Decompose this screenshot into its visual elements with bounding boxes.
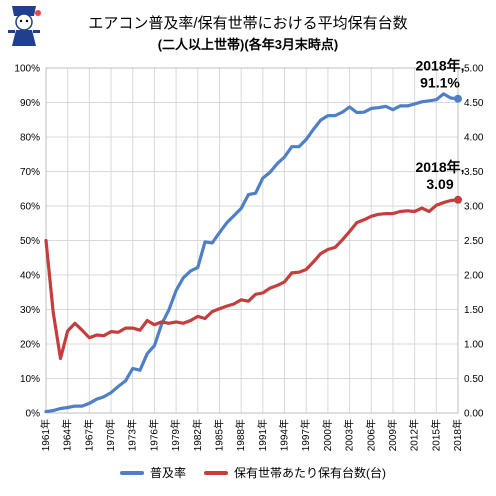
x-tick-label: 1976年 bbox=[147, 419, 160, 451]
y-left-tick-label: 20% bbox=[20, 340, 40, 351]
annotation-line2: 3.09 bbox=[426, 176, 453, 192]
y-right-tick-label: 2.50 bbox=[464, 236, 484, 247]
x-tick-label: 1988年 bbox=[234, 419, 247, 451]
x-tick-label: 1979年 bbox=[169, 419, 182, 451]
series-endpoint-penetration bbox=[454, 94, 462, 103]
y-right-tick-label: 1.50 bbox=[464, 305, 484, 316]
x-tick-label: 2003年 bbox=[343, 419, 356, 451]
y-left-tick-label: 90% bbox=[20, 98, 40, 109]
x-tick-label: 1994年 bbox=[278, 419, 291, 451]
y-left-tick-label: 40% bbox=[20, 271, 40, 282]
y-left-tick-label: 100% bbox=[14, 64, 40, 75]
chart-title: エアコン普及率/保有世帯における平均保有台数 bbox=[88, 15, 408, 32]
x-tick-label: 2006年 bbox=[364, 419, 377, 451]
legend-label-penetration: 普及率 bbox=[150, 466, 187, 480]
legend-swatch-penetration bbox=[120, 470, 144, 475]
y-left-tick-label: 30% bbox=[20, 305, 40, 316]
series-endpoint-units bbox=[454, 195, 462, 204]
annotation-line2: 91.1% bbox=[420, 75, 460, 91]
legend-swatch-units bbox=[204, 470, 228, 475]
x-tick-label: 2000年 bbox=[321, 419, 334, 451]
x-tick-label: 2018年 bbox=[451, 419, 464, 451]
x-tick-label: 1982年 bbox=[191, 419, 204, 451]
y-right-tick-label: 2.00 bbox=[464, 271, 484, 282]
y-left-tick-label: 60% bbox=[20, 202, 40, 213]
y-right-tick-label: 5.00 bbox=[464, 64, 484, 75]
x-tick-label: 1961年 bbox=[39, 419, 52, 451]
annotation-line1: 2018年, bbox=[415, 58, 464, 74]
series-line-penetration bbox=[44, 92, 460, 414]
x-tick-label: 2012年 bbox=[408, 419, 421, 451]
annotation-line1: 2018年, bbox=[415, 159, 464, 175]
x-tick-label: 1997年 bbox=[299, 419, 312, 451]
plot-area: 0% 10% 20% 30% 40% 50% 60% 70% 80% 90% 100% 0.00 0.5… bbox=[14, 58, 484, 452]
y-right-tick-label: 0.00 bbox=[464, 409, 484, 420]
y-right-tick-label: 4.50 bbox=[464, 98, 484, 109]
y-left-tick-label: 80% bbox=[20, 133, 40, 144]
y-left-tick-label: 10% bbox=[20, 374, 40, 385]
legend-item-units: 保有世帯あたり保有台数(台) bbox=[204, 464, 386, 481]
legend-label-units: 保有世帯あたり保有台数(台) bbox=[234, 466, 386, 480]
y-right-tick-label: 4.00 bbox=[464, 133, 484, 144]
y-left-tick-label: 0% bbox=[26, 409, 41, 420]
x-tick-label: 1991年 bbox=[256, 419, 269, 451]
x-tick-label: 2015年 bbox=[429, 419, 442, 451]
mascot-logo bbox=[8, 6, 41, 46]
x-tick-label: 1964年 bbox=[61, 419, 74, 451]
x-tick-label: 1985年 bbox=[212, 419, 225, 451]
series-line-units bbox=[44, 198, 460, 361]
legend-item-penetration: 普及率 bbox=[120, 464, 186, 481]
y-right-tick-label: 3.50 bbox=[464, 167, 484, 178]
x-tick-label: 2009年 bbox=[386, 419, 399, 451]
y-right-tick-label: 1.00 bbox=[464, 340, 484, 351]
y-right-tick-label: 0.50 bbox=[464, 374, 484, 385]
chart-subtitle: (二人以上世帯)(各年3月末時点) bbox=[157, 37, 339, 52]
x-tick-label: 1970年 bbox=[104, 419, 117, 451]
x-tick-label: 1967年 bbox=[82, 419, 95, 451]
x-tick-label: 1973年 bbox=[126, 419, 139, 451]
y-right-tick-label: 3.00 bbox=[464, 202, 484, 213]
legend: 普及率 保有世帯あたり保有台数(台) bbox=[0, 464, 496, 482]
y-left-tick-label: 70% bbox=[20, 167, 40, 178]
y-left-tick-label: 50% bbox=[20, 236, 40, 247]
